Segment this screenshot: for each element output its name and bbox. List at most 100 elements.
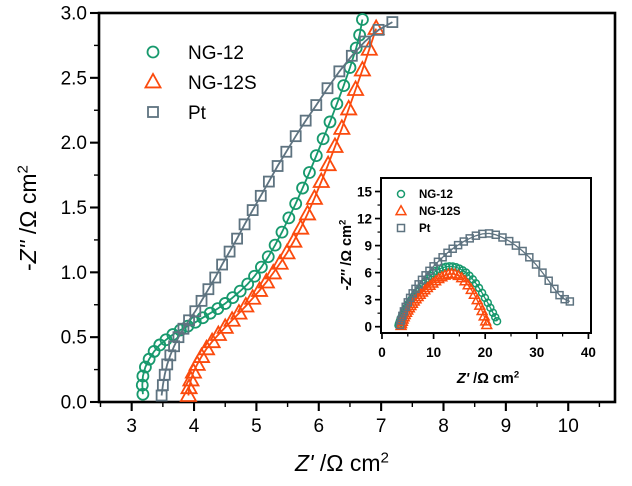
data-marker-square	[372, 23, 385, 36]
data-marker-square	[438, 253, 447, 262]
data-marker-circle	[226, 291, 240, 305]
data-marker-square	[262, 175, 275, 188]
y-tick-label: 1.5	[61, 198, 87, 219]
x-tick-label: 20	[478, 345, 493, 360]
data-marker-circle	[289, 197, 303, 211]
legend-square-icon	[147, 106, 159, 118]
legend-label: NG-12S	[419, 206, 461, 218]
data-marker-square	[202, 283, 215, 296]
data-marker-circle	[282, 211, 296, 225]
data-marker-triangle	[277, 242, 297, 260]
main-ticks	[90, 11, 601, 411]
y-tick-label: 3.0	[61, 4, 87, 25]
data-marker-square	[223, 245, 236, 258]
data-marker-circle	[275, 225, 289, 239]
x-tick-label: 9	[501, 416, 512, 437]
data-marker-circle	[356, 13, 369, 26]
legend-item-Pt: Pt	[396, 223, 431, 235]
data-marker-square	[271, 160, 284, 172]
inset-series-Pt	[395, 229, 575, 330]
data-marker-square	[405, 293, 415, 303]
data-marker-square	[429, 262, 438, 271]
legend-item-NG-12S: NG-12S	[143, 72, 257, 94]
data-marker-square	[164, 349, 177, 362]
x-tick-label: 5	[251, 416, 262, 437]
data-marker-square	[398, 311, 407, 321]
y-tick-label: 9	[364, 239, 372, 254]
data-marker-square	[246, 204, 259, 216]
data-marker-square	[254, 189, 267, 202]
data-marker-square	[345, 49, 358, 62]
legend-triangle-icon	[143, 72, 163, 89]
data-marker-square	[399, 307, 409, 316]
main-plot: 3 4 5 6 7 8 9 10 0.0 0.5 1.0 1.5 2.0 2.5 3.0 Z' /Ω cm2 -…	[14, 4, 617, 476]
y-tick-label: 0.5	[61, 328, 87, 349]
x-tick-label: 6	[313, 416, 324, 437]
data-marker-square	[511, 241, 521, 250]
legend-item-NG-12S: NG-12S	[394, 204, 461, 218]
data-marker-square	[504, 236, 514, 246]
data-marker-square	[386, 16, 399, 28]
data-marker-square	[525, 253, 534, 262]
data-marker-triangle	[479, 314, 492, 326]
y-tick-label: 0	[364, 320, 372, 335]
x-tick-label: 10	[426, 345, 441, 360]
data-marker-triangle	[360, 39, 379, 56]
data-marker-triangle	[325, 136, 345, 153]
data-marker-square	[333, 65, 346, 78]
data-marker-triangle	[353, 60, 372, 77]
data-marker-circle	[303, 166, 316, 179]
data-marker-triangle	[319, 154, 338, 172]
series-line	[141, 19, 364, 395]
data-marker-circle	[233, 284, 247, 298]
data-marker-square	[161, 358, 174, 371]
data-marker-square	[231, 232, 243, 245]
legend-label: NG-12S	[188, 73, 257, 94]
data-marker-square	[403, 298, 413, 307]
data-marker-circle	[241, 277, 255, 291]
data-marker-square	[544, 276, 553, 285]
legend-label: NG-12	[419, 189, 453, 201]
data-marker-square	[433, 257, 443, 267]
x-tick-label: 10	[558, 416, 579, 437]
data-marker-circle	[491, 312, 500, 322]
data-marker-square	[550, 284, 559, 294]
data-marker-square	[238, 218, 251, 231]
data-marker-square	[299, 114, 312, 127]
series-line	[160, 21, 393, 396]
x-tick-label: 30	[529, 345, 544, 360]
main-series-NG-12S	[179, 18, 386, 402]
data-marker-square	[565, 297, 575, 306]
data-marker-square	[560, 294, 569, 304]
data-marker-circle	[261, 250, 275, 264]
data-marker-square	[321, 82, 334, 95]
series-line	[399, 232, 571, 326]
data-marker-square	[216, 258, 229, 271]
data-marker-triangle	[468, 287, 481, 300]
inset-plot: 0 10 20 30 40 0 3 6 9 12 15 Z' /Ω cm2 -Z'' /Ω cm2 NG-…	[337, 177, 596, 387]
data-marker-triangle	[192, 346, 211, 363]
data-marker-square	[395, 320, 405, 330]
data-marker-square	[518, 246, 527, 256]
data-marker-circle	[323, 115, 337, 129]
data-marker-circle	[136, 369, 150, 383]
data-marker-circle	[138, 360, 152, 374]
legend-circle-icon	[396, 189, 406, 199]
data-marker-square	[280, 145, 293, 158]
data-marker-triangle	[339, 99, 358, 116]
y-tick-label: 1.0	[61, 263, 87, 284]
data-marker-triangle	[179, 377, 199, 395]
data-marker-triangle	[332, 118, 351, 135]
legend-item-Pt: Pt	[147, 103, 207, 124]
data-marker-circle	[254, 260, 268, 274]
data-marker-triangle	[438, 268, 452, 280]
y-tick-label: 2.5	[61, 68, 87, 89]
data-marker-circle	[136, 387, 150, 401]
legend-label: Pt	[188, 103, 207, 124]
legend-square-icon	[396, 223, 406, 233]
data-marker-triangle	[264, 263, 283, 280]
data-marker-square	[401, 302, 410, 312]
data-marker-triangle	[298, 204, 317, 221]
x-tick-label: 8	[438, 416, 449, 437]
